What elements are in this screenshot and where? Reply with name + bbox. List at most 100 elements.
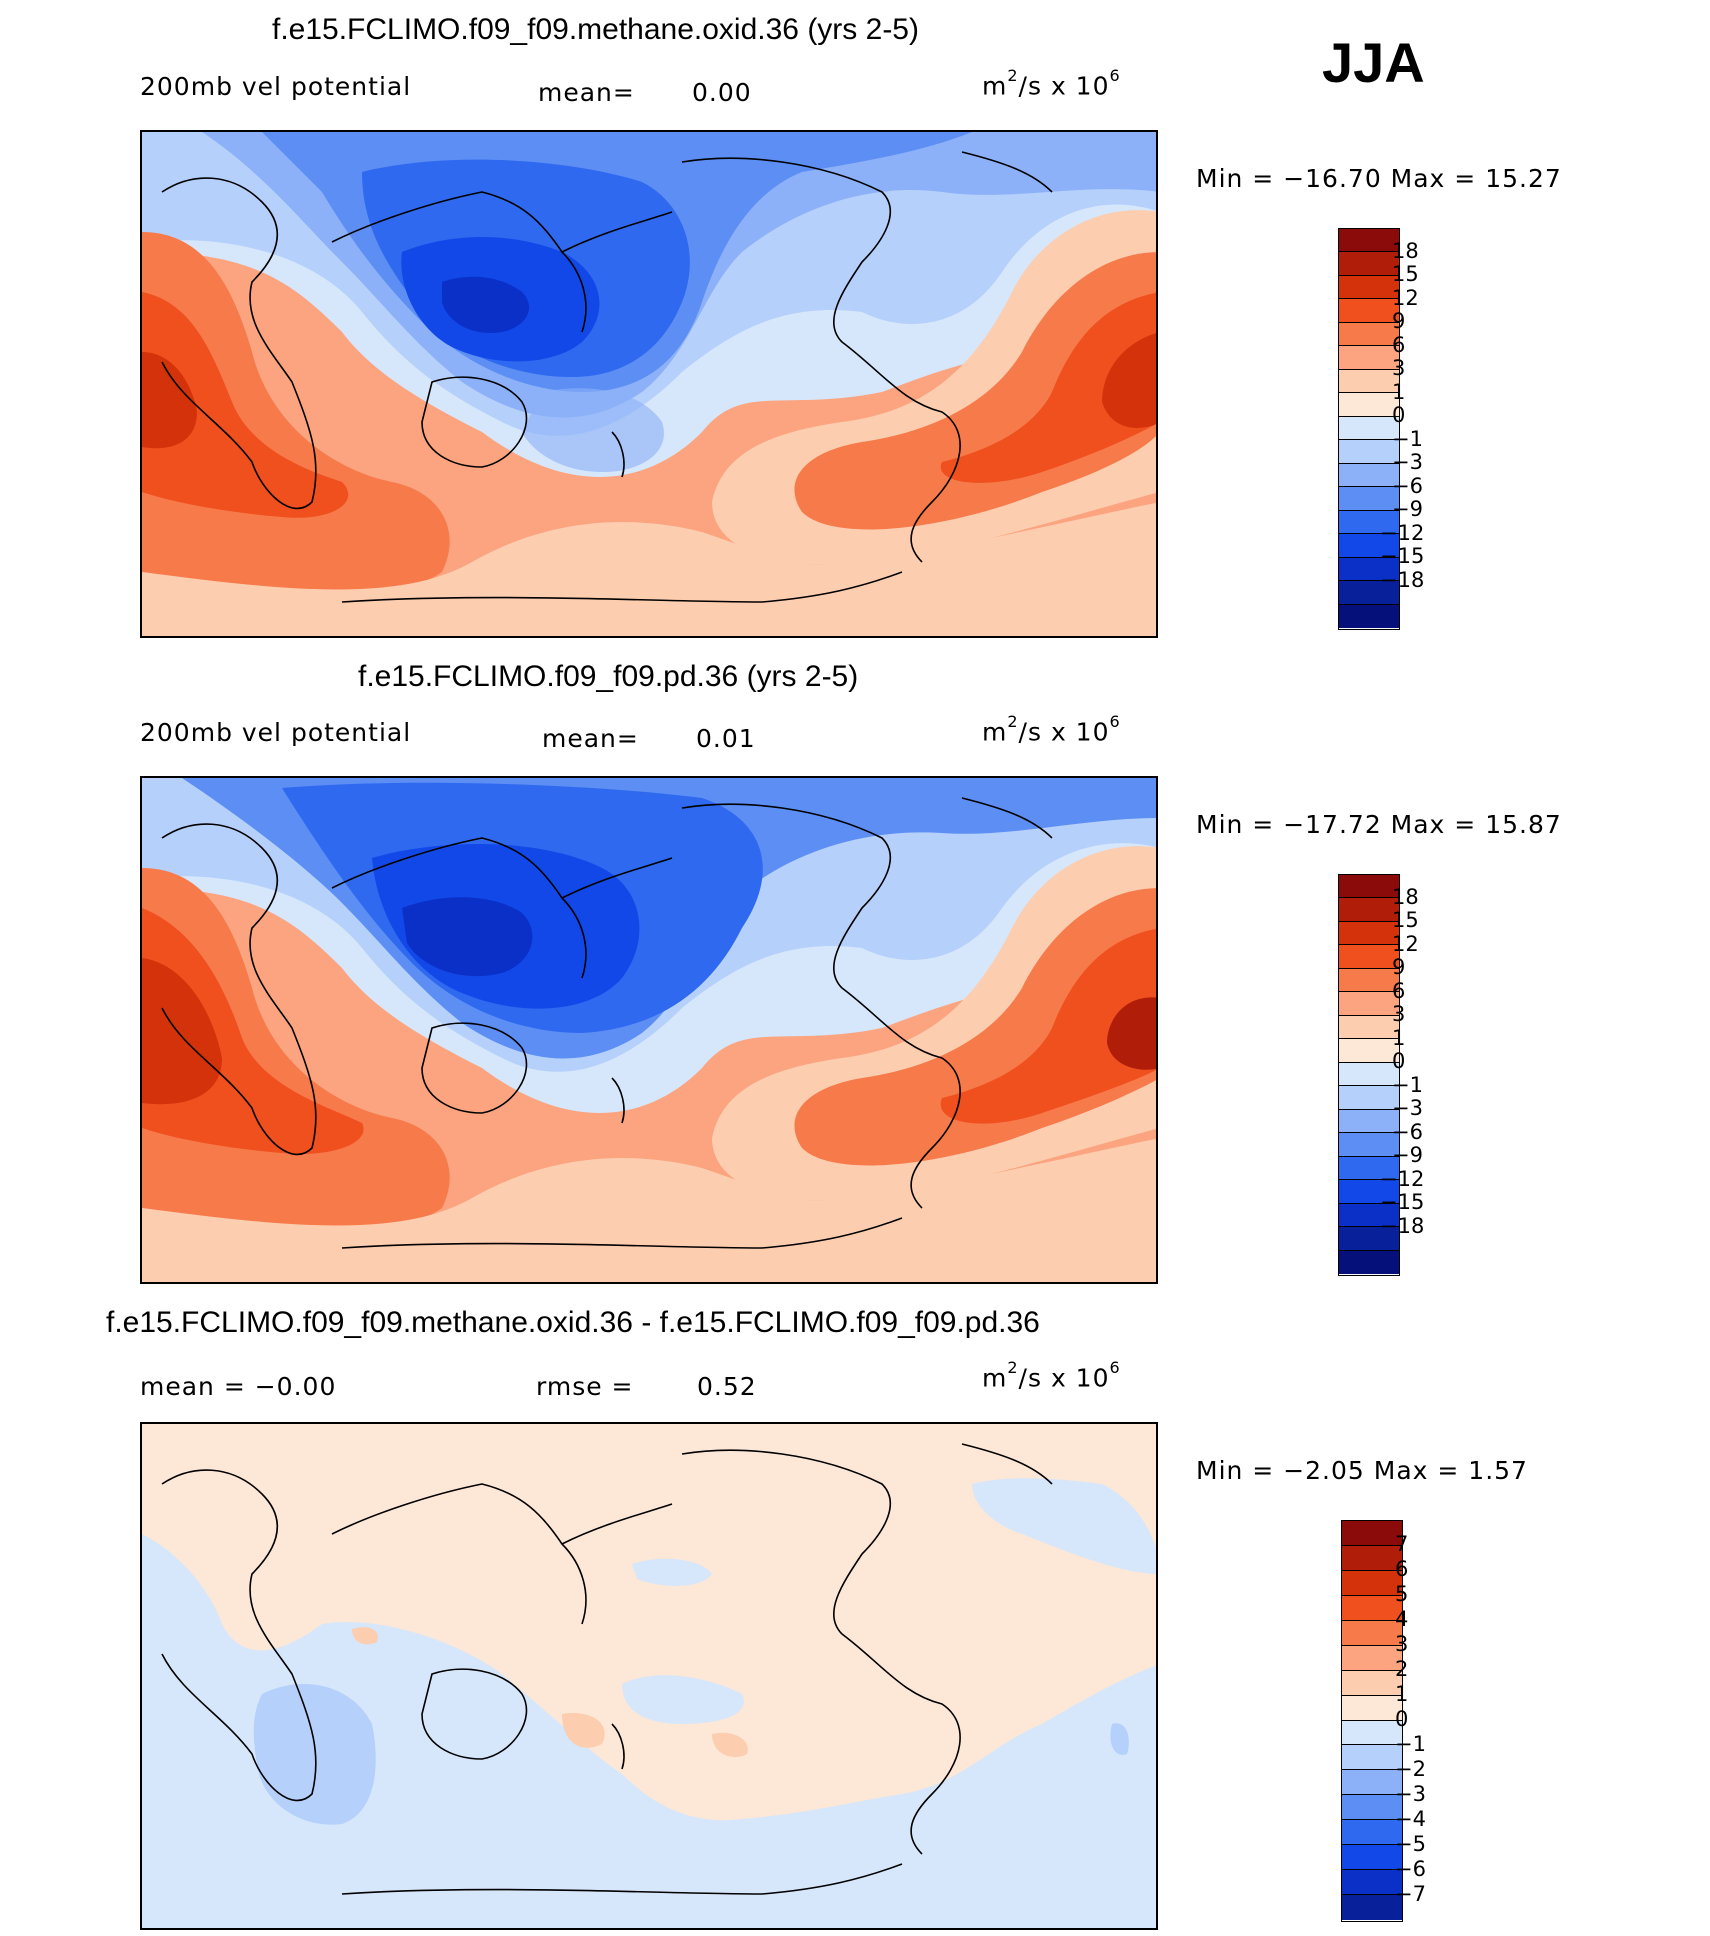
colorbar-box (1339, 463, 1399, 488)
colorbar-tick-label: 5 (1395, 1582, 1409, 1607)
colorbar-tick-label: −6 (1392, 1119, 1423, 1144)
panel-3-mean: mean = −0.00 (140, 1372, 337, 1401)
colorbar-box (1342, 1595, 1402, 1621)
colorbar-tick-label: −3 (1392, 1096, 1423, 1121)
colorbar-box (1339, 898, 1399, 922)
colorbar-tick-label: 9 (1392, 309, 1406, 334)
colorbar-box (1339, 322, 1399, 347)
colorbar-box (1342, 1720, 1402, 1746)
colorbar-tick-label: 12 (1392, 285, 1419, 310)
colorbar-box (1342, 1820, 1402, 1846)
colorbar-box (1339, 534, 1399, 558)
colorbar-tick-label: 3 (1392, 356, 1406, 381)
colorbar-box (1342, 1845, 1402, 1871)
colorbar-tick-label: 6 (1392, 978, 1406, 1003)
colorbar-box (1339, 992, 1399, 1016)
colorbar-box (1339, 416, 1399, 441)
colorbar-tick-label: −3 (1392, 450, 1423, 475)
panel-2-map (140, 776, 1158, 1284)
colorbar-tick-label: 3 (1395, 1632, 1409, 1657)
panel-2-contour-field (142, 778, 1156, 1282)
colorbar-box (1339, 510, 1399, 535)
colorbar-tick-label: −9 (1392, 1143, 1423, 1168)
colorbar-box (1339, 1180, 1399, 1204)
panel-1-colorbar (1338, 228, 1400, 630)
colorbar-box (1339, 1062, 1399, 1087)
colorbar-box (1339, 1156, 1399, 1181)
colorbar-box (1339, 1133, 1399, 1157)
colorbar-box (1339, 604, 1399, 628)
colorbar-tick-label: −4 (1395, 1806, 1426, 1831)
colorbar-tick-label: −3 (1395, 1781, 1426, 1806)
colorbar-tick-label: 18 (1392, 884, 1419, 909)
colorbar-tick-label: 1 (1392, 379, 1406, 404)
panel-3-units: m2/s x 106 (982, 1358, 1121, 1393)
colorbar-box (1339, 1086, 1399, 1110)
panel-2-mean-label: mean= (542, 724, 639, 753)
colorbar-box (1339, 581, 1399, 605)
panel-2-units: m2/s x 106 (982, 712, 1121, 747)
colorbar-box (1339, 229, 1399, 253)
colorbar-box (1339, 1203, 1399, 1228)
colorbar-box (1339, 1250, 1399, 1274)
panel-3-colorbar (1341, 1520, 1403, 1922)
colorbar-box (1342, 1670, 1402, 1696)
colorbar-box (1339, 968, 1399, 993)
season-label: JJA (1322, 31, 1425, 94)
colorbar-box (1342, 1895, 1402, 1920)
colorbar-tick-label: 1 (1392, 1025, 1406, 1050)
colorbar-box (1339, 557, 1399, 582)
panel-2-minmax: Min = −17.72 Max = 15.87 (1196, 810, 1562, 839)
colorbar-box (1339, 1039, 1399, 1063)
colorbar-tick-label: −1 (1392, 1072, 1423, 1097)
colorbar-tick-label: −5 (1395, 1831, 1426, 1856)
colorbar-tick-label: 12 (1392, 931, 1419, 956)
colorbar-tick-label: 3 (1392, 1002, 1406, 1027)
colorbar-tick-label: 0 (1395, 1707, 1409, 1731)
colorbar-box (1342, 1570, 1402, 1596)
colorbar-box (1342, 1645, 1402, 1671)
colorbar-tick-label: −12 (1380, 520, 1425, 545)
colorbar-box (1339, 487, 1399, 511)
colorbar-box (1339, 440, 1399, 464)
colorbar-tick-label: 9 (1392, 955, 1406, 980)
colorbar-tick-label: −9 (1392, 497, 1423, 522)
panel-2-mean-value: 0.01 (696, 724, 756, 753)
colorbar-box (1339, 346, 1399, 370)
panel-1-minmax: Min = −16.70 Max = 15.27 (1196, 164, 1562, 193)
colorbar-box (1339, 299, 1399, 323)
colorbar-box (1342, 1695, 1402, 1721)
colorbar-tick-label: 18 (1392, 238, 1419, 263)
colorbar-box (1342, 1521, 1402, 1546)
colorbar-box (1339, 369, 1399, 394)
panel-2-title: f.e15.FCLIMO.f09_f09.pd.36 (yrs 2-5) (358, 660, 859, 693)
panel-1-mean-value: 0.00 (692, 78, 752, 107)
panel-3-contour-field (142, 1424, 1156, 1928)
panel-1-title: f.e15.FCLIMO.f09_f09.methane.oxid.36 (yr… (272, 13, 919, 46)
panel-3-rmse-value: 0.52 (697, 1372, 757, 1401)
colorbar-tick-label: 15 (1392, 262, 1419, 287)
panel-3-title: f.e15.FCLIMO.f09_f09.methane.oxid.36 - f… (106, 1306, 1040, 1339)
colorbar-tick-label: −6 (1392, 473, 1423, 498)
colorbar-box (1342, 1745, 1402, 1771)
colorbar-box (1339, 275, 1399, 300)
colorbar-box (1339, 1015, 1399, 1040)
panel-1-contour-field (142, 132, 1156, 636)
colorbar-box (1342, 1870, 1402, 1896)
colorbar-tick-label: −15 (1380, 1190, 1425, 1215)
colorbar-tick-label: 15 (1392, 908, 1419, 933)
colorbar-box (1339, 1227, 1399, 1251)
colorbar-box (1339, 875, 1399, 899)
colorbar-tick-label: −12 (1380, 1166, 1425, 1191)
colorbar-tick-label: 0 (1392, 1049, 1406, 1074)
colorbar-tick-label: −18 (1380, 567, 1425, 592)
panel-1-colorbar-boxes (1339, 229, 1399, 628)
panel-3-rmse-label: rmse = (536, 1372, 634, 1401)
colorbar-tick-label: −2 (1395, 1756, 1426, 1781)
panel-1-subtitle: 200mb vel potential (140, 72, 412, 101)
colorbar-box (1342, 1545, 1402, 1571)
colorbar-box (1339, 252, 1399, 276)
panel-1-units: m2/s x 106 (982, 66, 1121, 101)
colorbar-tick-label: 7 (1395, 1532, 1409, 1557)
panel-2-colorbar-boxes (1339, 875, 1399, 1274)
